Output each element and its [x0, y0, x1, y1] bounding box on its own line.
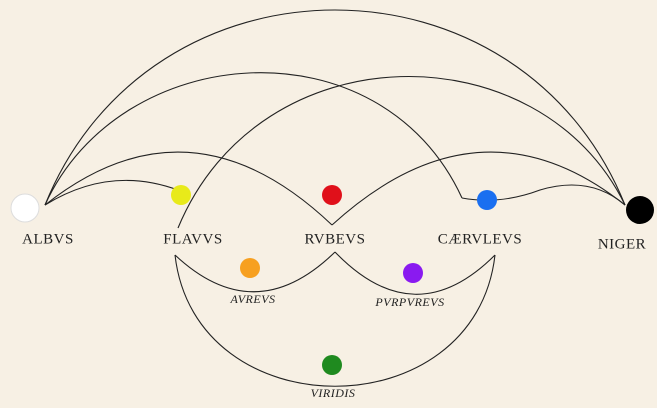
nodes: ALBVS FLAVVS RVBEVS CÆRVLEVS NIGER AVREVS PVRP…	[10, 185, 654, 400]
arc	[44, 72, 463, 206]
color-dot	[171, 185, 191, 205]
node-label: AVREVS	[229, 292, 275, 306]
arc	[44, 179, 179, 206]
arc	[174, 251, 336, 293]
color-dot	[322, 185, 342, 205]
arc	[331, 151, 626, 226]
arcs	[44, 9, 626, 387]
node-label: ALBVS	[22, 231, 74, 247]
color-dot	[322, 355, 342, 375]
arc	[174, 254, 496, 387]
node-label: RVBEVS	[305, 231, 366, 247]
color-dot	[626, 196, 654, 224]
arc	[334, 251, 496, 295]
node-label: VIRIDIS	[311, 386, 356, 400]
node-label: PVRPVREVS	[374, 295, 444, 309]
arc	[44, 9, 626, 206]
arc	[44, 151, 333, 226]
node-label: CÆRVLEVS	[438, 231, 522, 247]
node-label: FLAVVS	[163, 231, 222, 247]
color-dot	[10, 193, 40, 223]
color-dot	[240, 258, 260, 278]
arc	[177, 75, 626, 229]
color-dot	[403, 263, 423, 283]
color-dot	[477, 190, 497, 210]
node-label: NIGER	[598, 236, 646, 252]
